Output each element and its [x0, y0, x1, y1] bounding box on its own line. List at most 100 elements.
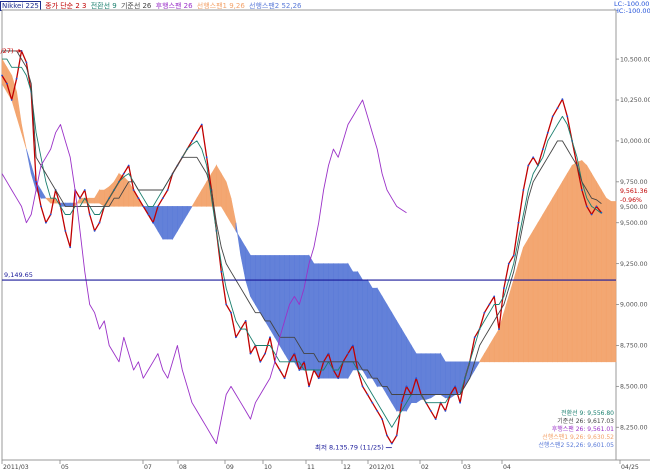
close-point — [473, 336, 476, 339]
cloud-segment — [99, 189, 105, 207]
cloud-segment — [552, 188, 558, 363]
close-point — [278, 369, 281, 371]
close-point — [79, 197, 81, 200]
close-point — [498, 328, 500, 330]
close-point — [93, 230, 96, 232]
cloud-segment — [186, 206, 193, 216]
y-tick-label: 10,000.00 — [620, 138, 650, 145]
legend-close[interactable]: 종가 단순 2 3 — [45, 2, 87, 10]
cloud-segment — [571, 161, 578, 363]
close-point — [303, 360, 305, 363]
series-legend-bar: Nikkei 225 종가 단순 2 3 전환선 9 기준선 26 후행스팬 2… — [0, 0, 304, 12]
cloud-segment — [425, 353, 432, 400]
close-point — [366, 393, 369, 396]
cloud-segment — [376, 287, 383, 387]
close-point — [503, 287, 505, 290]
y-tick-label: 9,500.00 — [620, 220, 648, 227]
close-point — [83, 189, 86, 191]
high-marker-arrow — [18, 48, 22, 53]
cloud-segment — [542, 205, 549, 363]
close-point — [6, 82, 8, 85]
cloud-segment — [303, 255, 310, 371]
last-value-label: 9,561.36 — [620, 188, 648, 195]
cloud-segment — [255, 255, 261, 314]
cloud-segment — [420, 353, 427, 400]
close-point — [147, 213, 150, 216]
close-point — [45, 221, 47, 224]
cloud-segment — [601, 188, 607, 363]
close-point — [88, 213, 91, 216]
cloud-segment — [576, 160, 583, 363]
close-point — [590, 213, 593, 216]
close-point — [546, 131, 549, 134]
cloud-segment — [372, 287, 378, 388]
close-point — [395, 434, 398, 437]
cloud-segment — [430, 353, 436, 399]
series-line-1 — [2, 58, 602, 428]
cloud-segment — [162, 206, 168, 240]
close-point — [161, 197, 164, 200]
legend-senkou-b[interactable]: 선행스팬2 52,26 — [249, 2, 302, 10]
bottom-legend-item: 선행스팬1 9,26: 9,630.52 — [542, 433, 614, 441]
cloud-segment — [347, 262, 354, 380]
cloud-segment — [264, 255, 271, 331]
x-tick-label: 02 — [421, 464, 429, 471]
close-point — [200, 123, 203, 126]
close-point — [532, 156, 535, 159]
legend-tenkan[interactable]: 전환선 9 — [90, 2, 117, 10]
cloud-segment — [381, 295, 388, 396]
close-point — [542, 148, 544, 151]
cloud-segment — [518, 247, 524, 363]
low-annotation: 최저 8,135.79 (11/25) — [315, 443, 384, 452]
last-value-label: -0.96% — [620, 197, 642, 204]
close-point — [293, 352, 296, 355]
cloud-segment — [440, 352, 446, 399]
cloud-segment — [333, 263, 339, 379]
cloud-segment — [259, 255, 266, 322]
close-point — [400, 401, 403, 404]
legend-kijun[interactable]: 기준선 26 — [120, 2, 152, 10]
close-point — [25, 61, 28, 64]
close-point — [137, 197, 140, 200]
cloud-segment — [591, 172, 597, 363]
y-tick-label: 9,250.00 — [620, 261, 648, 268]
close-point — [347, 352, 349, 355]
plot-area — [1, 9, 617, 461]
close-point — [49, 213, 52, 216]
close-point — [527, 164, 530, 167]
close-point — [220, 270, 223, 273]
close-point — [512, 254, 515, 257]
close-point — [386, 434, 388, 437]
cloud-segment — [362, 279, 368, 380]
cloud-segment — [527, 229, 534, 363]
close-point — [142, 205, 145, 208]
cloud-segment — [406, 336, 412, 412]
cloud-segment — [65, 202, 71, 207]
close-point — [556, 107, 559, 110]
close-point — [157, 205, 159, 208]
close-point — [235, 336, 237, 339]
y-tick-label: 10,500.00 — [620, 56, 650, 63]
cloud-segment — [318, 263, 324, 379]
cloud-segment — [566, 164, 573, 363]
close-point — [317, 377, 320, 380]
series-line-3 — [1, 99, 407, 445]
symbol-label[interactable]: Nikkei 225 — [0, 1, 41, 11]
close-point — [191, 140, 193, 142]
legend-senkou-a[interactable]: 선행스팬1 9,26 — [196, 2, 245, 10]
legend-chikou[interactable]: 후행스팬 26 — [155, 2, 193, 10]
cloud-segment — [357, 270, 363, 371]
lc-hc-readout: LC:-100.00 HC:-100.00 — [614, 1, 650, 15]
close-point — [444, 410, 447, 412]
x-tick-label: 10 — [264, 464, 272, 471]
x-tick-label: 2011/03 — [3, 464, 29, 471]
close-point — [127, 164, 130, 167]
cloud-segment — [337, 263, 344, 379]
close-point — [1, 74, 3, 77]
y-tick-label: 10,250.00 — [620, 97, 650, 104]
cloud-segment — [445, 361, 451, 399]
x-tick-label: 07 — [144, 464, 152, 471]
close-point — [551, 115, 554, 118]
cloud-segment — [562, 172, 568, 363]
